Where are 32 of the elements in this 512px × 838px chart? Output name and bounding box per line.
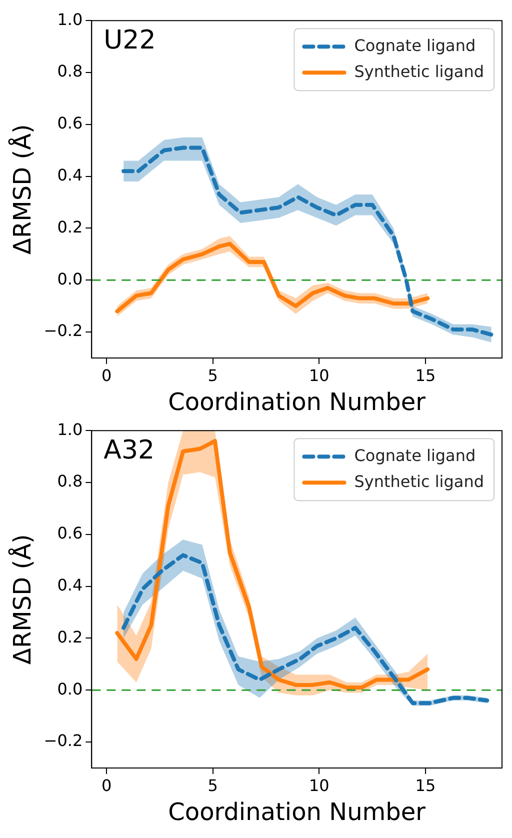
legend-label: Synthetic ligand: [354, 472, 484, 491]
x-tick-label: 10: [308, 776, 330, 795]
legend-label: Synthetic ligand: [354, 62, 484, 81]
y-tick-label: −0.2: [44, 731, 83, 750]
x-tick-label: 10: [308, 366, 330, 385]
y-tick-label: 0.4: [57, 575, 83, 594]
x-tick-label: 15: [415, 776, 436, 795]
y-axis-title: ΔRMSD (Å): [8, 124, 37, 254]
x-tick-label: 5: [208, 776, 218, 795]
x-tick-label: 0: [101, 366, 112, 385]
y-tick-label: 0.2: [57, 627, 83, 646]
legend-label: Cognate ligand: [354, 446, 476, 465]
y-tick-label: 0.6: [57, 524, 83, 543]
y-tick-label: 0.4: [57, 165, 83, 184]
y-tick-label: 0.0: [57, 269, 83, 288]
y-tick-label: 0.6: [57, 114, 83, 133]
y-axis-title: ΔRMSD (Å): [8, 534, 37, 664]
y-tick-label: 0.8: [57, 62, 83, 81]
y-tick-label: 1.0: [57, 10, 83, 29]
x-tick-label: 15: [415, 366, 436, 385]
x-axis-title: Coordination Number: [168, 798, 426, 826]
y-tick-label: 0.2: [57, 217, 83, 236]
y-tick-label: 0.0: [57, 679, 83, 698]
y-tick-label: −0.2: [44, 321, 83, 340]
x-tick-label: 5: [208, 366, 218, 385]
annotation: A32: [104, 435, 155, 466]
y-tick-label: 1.0: [57, 420, 83, 439]
x-axis-title: Coordination Number: [168, 388, 426, 416]
y-tick-label: 0.8: [57, 472, 83, 491]
annotation: U22: [104, 25, 156, 56]
x-tick-label: 0: [101, 776, 112, 795]
legend-label: Cognate ligand: [354, 36, 476, 55]
